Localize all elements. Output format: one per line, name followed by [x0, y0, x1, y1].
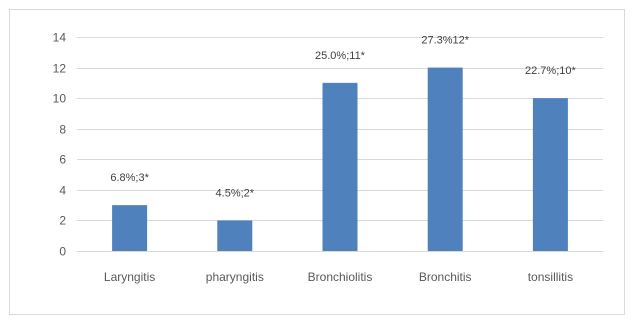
y-tick-label: 10 — [53, 92, 67, 106]
bars — [112, 67, 568, 252]
y-tick-label: 14 — [53, 31, 67, 45]
y-tick-label: 12 — [53, 62, 67, 76]
bar-bronchiolitis — [322, 82, 358, 251]
bar-pharyngitis — [217, 220, 253, 251]
data-label-tonsillitis: 22.7%;10* — [525, 65, 576, 77]
y-tick-label: 4 — [59, 184, 66, 198]
data-label-bronchitis: 27.3%12* — [421, 35, 469, 47]
y-tick-label: 2 — [59, 214, 66, 228]
bar-laryngitis — [112, 205, 148, 251]
y-axis-tick-labels: 0 2 4 6 8 10 12 14 — [53, 31, 67, 259]
y-tick-label: 0 — [59, 245, 66, 259]
y-tick-label: 8 — [59, 123, 66, 137]
data-label-laryngitis: 6.8%;3* — [110, 172, 149, 184]
x-tick-label-bronchiolitis: Bronchiolitis — [308, 270, 373, 284]
x-tick-label-tonsillitis: tonsillitis — [528, 270, 573, 284]
x-tick-label-bronchitis: Bronchitis — [419, 270, 472, 284]
data-labels: 6.8%;3* 4.5%;2* 25.0%;11* 27.3%12* 22.7%;10* — [110, 35, 576, 200]
x-tick-label-laryngitis: Laryngitis — [104, 270, 155, 284]
chart-frame — [9, 9, 625, 315]
data-label-bronchiolitis: 25.0%;11* — [315, 50, 366, 62]
x-tick-label-pharyngitis: pharyngitis — [206, 270, 264, 284]
data-label-pharyngitis: 4.5%;2* — [216, 187, 255, 199]
y-tick-label: 6 — [59, 153, 66, 167]
x-axis-tick-labels: Laryngitis pharyngitis Bronchiolitis Bronch… — [104, 270, 573, 284]
bar-bronchitis — [427, 67, 463, 251]
bar-tonsillitis — [532, 98, 568, 252]
